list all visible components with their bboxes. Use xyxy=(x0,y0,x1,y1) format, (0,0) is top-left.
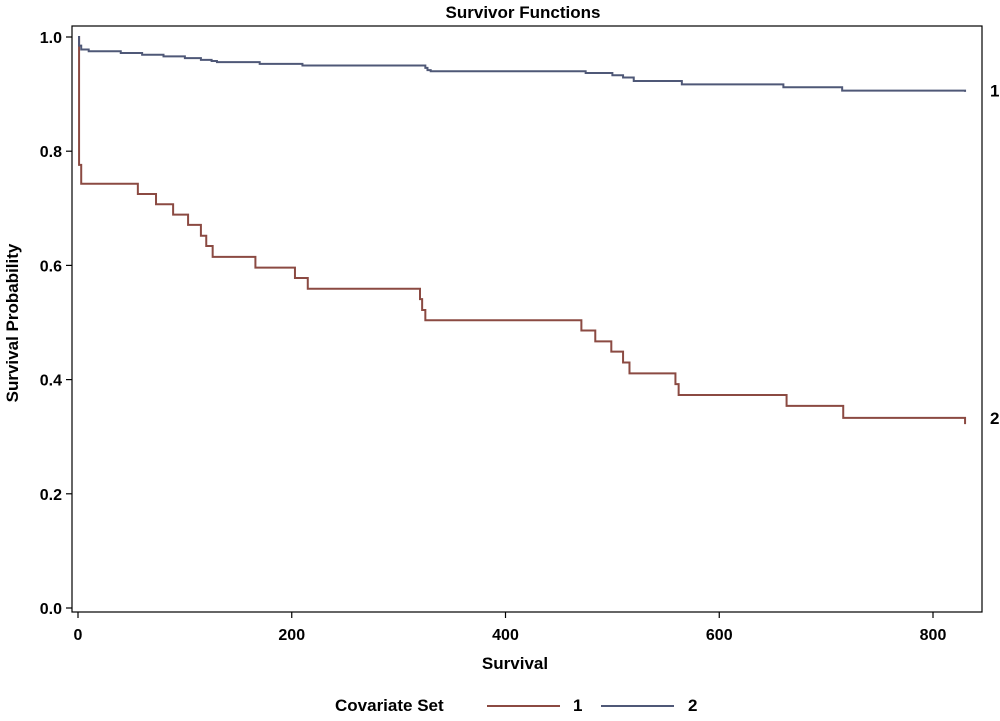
series-layer xyxy=(78,36,967,425)
series-line-1 xyxy=(78,36,967,425)
y-tick-label: 0.0 xyxy=(40,601,62,618)
series-end-label-2: 1 xyxy=(990,82,999,101)
y-tick-label: 0.6 xyxy=(40,258,62,275)
legend: Covariate Set 1 2 xyxy=(335,696,697,715)
y-tick-label: 0.8 xyxy=(40,144,62,161)
legend-label-1: 1 xyxy=(573,696,582,715)
y-tick-label: 0.2 xyxy=(40,487,62,504)
plot-frame xyxy=(71,25,983,613)
x-axis: 0 200 400 600 800 xyxy=(74,612,947,644)
x-tick-label: 0 xyxy=(74,627,83,644)
chart-title: Survivor Functions xyxy=(446,3,601,22)
series-line-2 xyxy=(78,36,967,92)
x-tick-label: 600 xyxy=(706,627,733,644)
y-axis: 0.0 0.2 0.4 0.6 0.8 1.0 xyxy=(40,30,72,618)
y-axis-label: Survival Probability xyxy=(3,243,22,402)
x-axis-label: Survival xyxy=(482,654,548,673)
y-tick-label: 0.4 xyxy=(40,373,62,390)
legend-title: Covariate Set xyxy=(335,696,444,715)
series-end-label-1: 2 xyxy=(990,409,999,428)
legend-label-2: 2 xyxy=(688,696,697,715)
x-tick-label: 400 xyxy=(492,627,519,644)
x-tick-label: 800 xyxy=(920,627,947,644)
y-tick-label: 1.0 xyxy=(40,30,62,47)
x-tick-label: 200 xyxy=(278,627,305,644)
end-labels: 21 xyxy=(990,82,999,428)
